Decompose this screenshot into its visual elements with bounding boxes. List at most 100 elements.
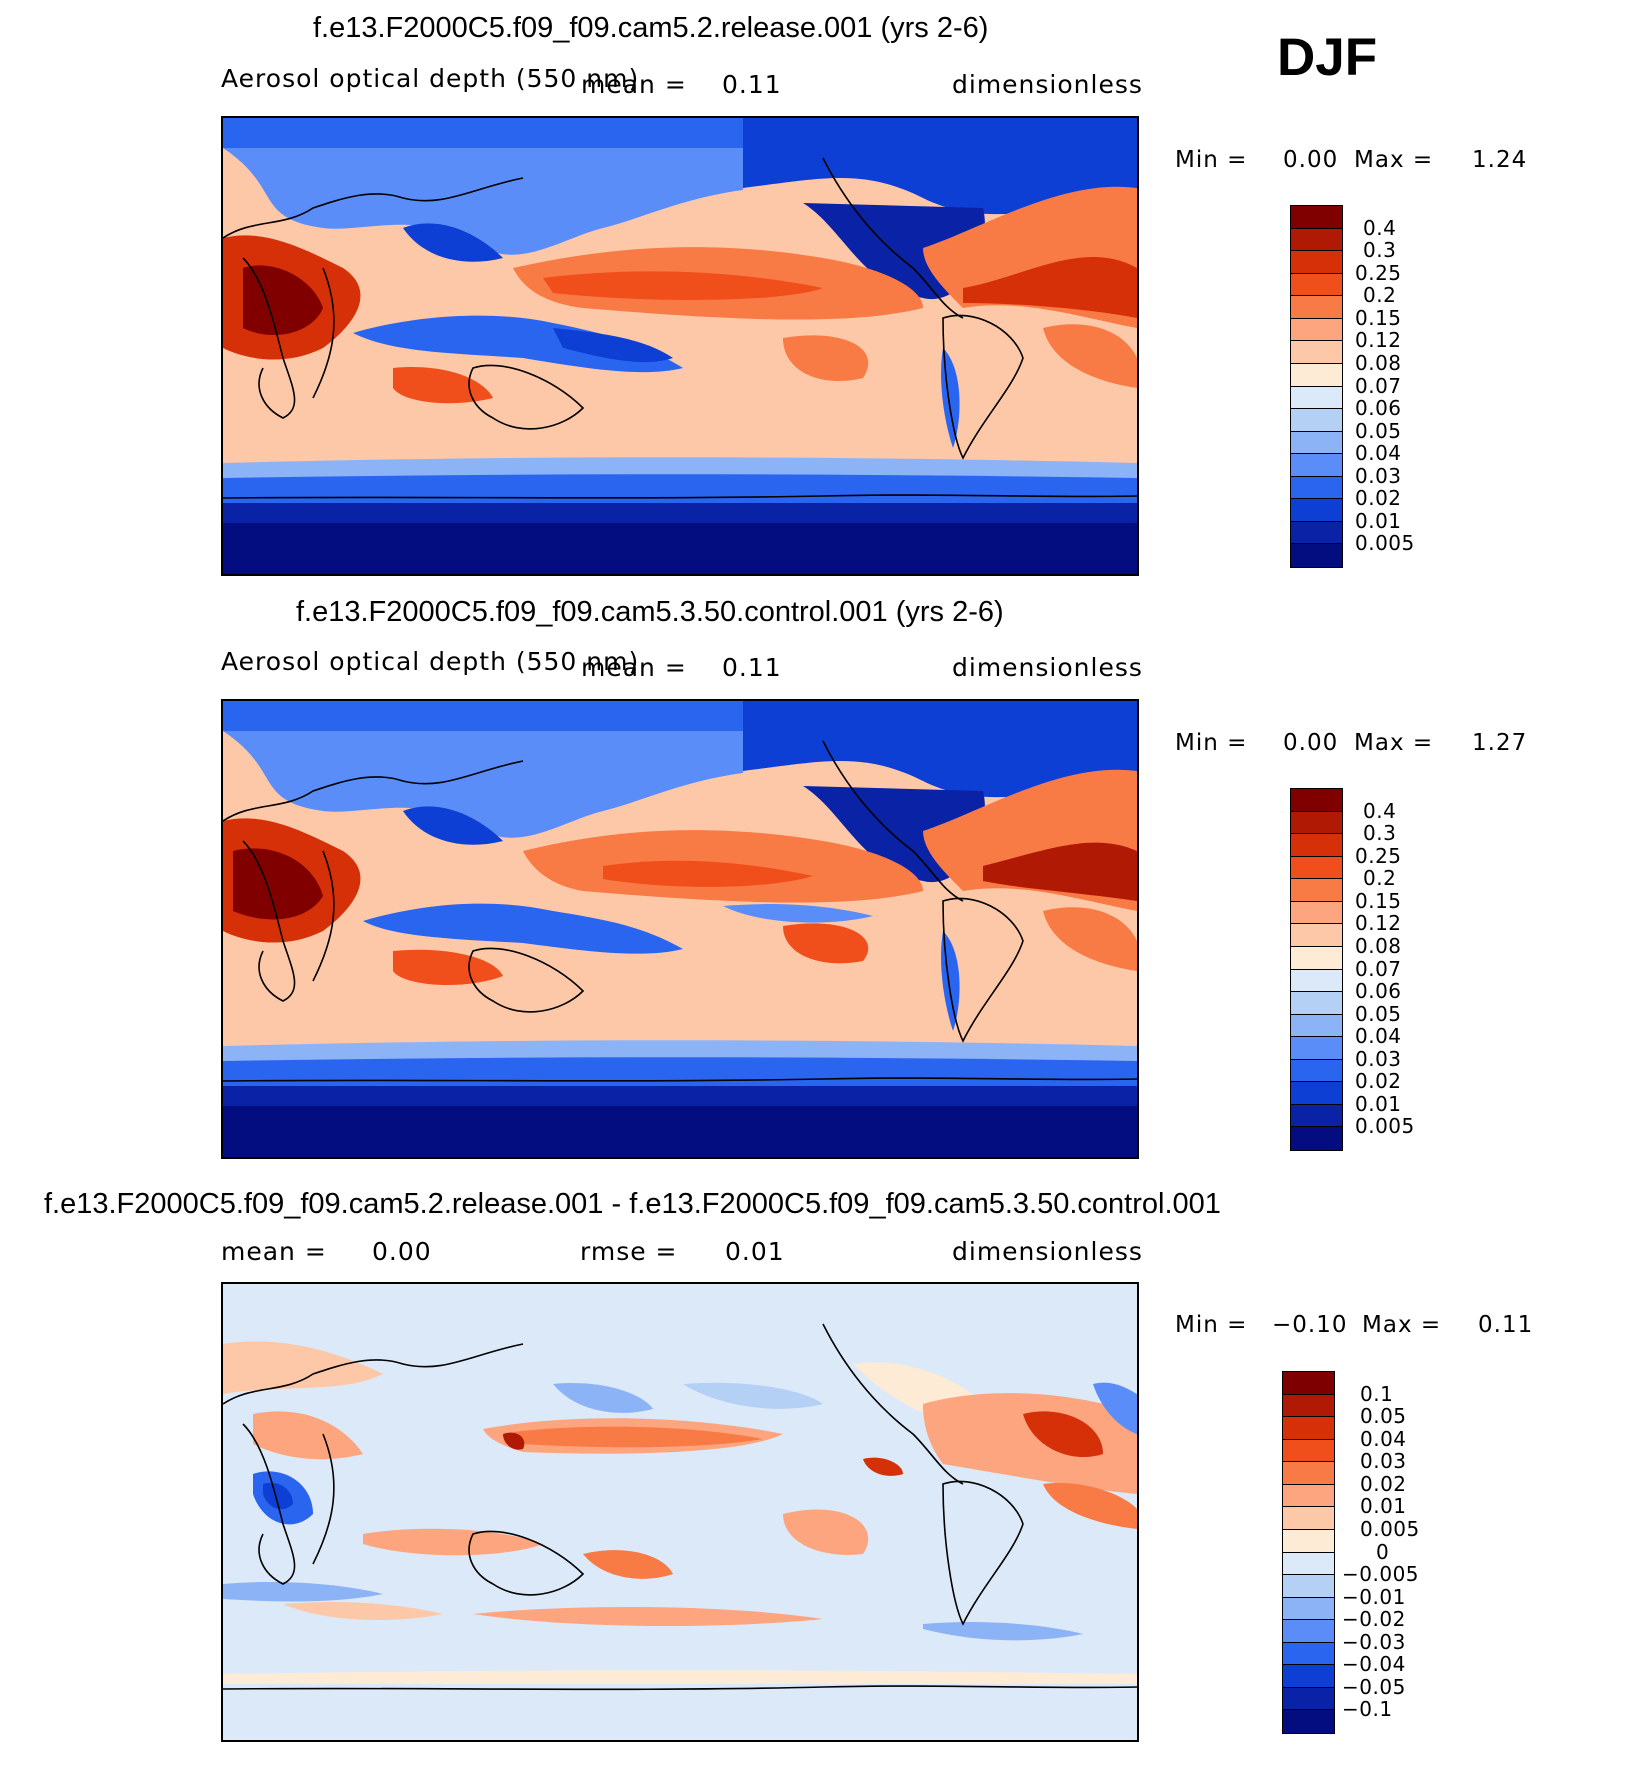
colorbar-swatch — [1291, 206, 1342, 229]
colorbar-tick-label: 0.3 — [1363, 238, 1397, 263]
colorbar-tick-label: 0.06 — [1355, 396, 1402, 421]
colorbar-swatch — [1291, 251, 1342, 274]
panel3-max-label: Max = — [1362, 1312, 1442, 1338]
colorbar-swatch — [1291, 856, 1342, 880]
colorbar-swatch — [1283, 1462, 1334, 1485]
panel1-mean-value: 0.11 — [722, 70, 782, 99]
colorbar-tick-label: 0.04 — [1355, 441, 1402, 466]
colorbar-swatch — [1291, 431, 1342, 455]
panel2-mean-value: 0.11 — [722, 653, 782, 682]
colorbar-tick-label: 0.25 — [1355, 260, 1402, 285]
colorbar-tick-label: 0.12 — [1355, 911, 1402, 936]
panel1-variable: Aerosol optical depth (550 nm) — [221, 64, 640, 93]
colorbar-swatch — [1291, 969, 1342, 993]
panel1-mean-label: mean = — [581, 70, 687, 99]
panel2-max-label: Max = — [1354, 730, 1434, 756]
colorbar-swatch — [1291, 363, 1342, 387]
colorbar-swatch — [1283, 1687, 1334, 1711]
colorbar-swatch — [1283, 1597, 1334, 1621]
colorbar-tick-label: 0.15 — [1355, 305, 1402, 330]
colorbar-swatch — [1291, 273, 1342, 297]
panel3-map-field — [223, 1284, 1137, 1740]
colorbar-swatch — [1291, 409, 1342, 432]
colorbar-tick-label: 0.01 — [1360, 1494, 1407, 1519]
panel2-units: dimensionless — [952, 653, 1143, 682]
panel2-min-value: 0.00 — [1283, 730, 1339, 756]
panel3-title: f.e13.F2000C5.f09_f09.cam5.2.release.001… — [44, 1188, 1221, 1220]
colorbar-swatch — [1291, 946, 1342, 970]
colorbar-swatch — [1291, 318, 1342, 342]
panel1-max-label: Max = — [1354, 147, 1434, 173]
colorbar-tick-label: 0.01 — [1355, 1091, 1402, 1116]
panel3-mean-label: mean = — [221, 1237, 327, 1266]
colorbar-swatch — [1283, 1665, 1334, 1688]
colorbar-tick-label: −0.03 — [1342, 1629, 1406, 1654]
panel2-colorbar-labels: 0.4 0.3 0.25 0.2 0.15 0.12 0.08 0.07 0.06 0.05 0.0… — [1355, 788, 1435, 1151]
colorbar-swatch — [1291, 296, 1342, 319]
colorbar-tick-label: 0.1 — [1360, 1381, 1394, 1406]
colorbar-swatch — [1291, 1082, 1342, 1105]
colorbar-swatch — [1283, 1620, 1334, 1643]
colorbar-swatch — [1291, 811, 1342, 835]
colorbar-tick-label: −0.1 — [1342, 1697, 1393, 1722]
panel1-map — [221, 116, 1139, 576]
colorbar-swatch — [1283, 1507, 1334, 1530]
panel1-colorbar-labels: 0.4 0.3 0.25 0.2 0.15 0.12 0.08 0.07 0.06 0.05 0.0… — [1355, 205, 1435, 568]
colorbar-tick-label: 0.04 — [1355, 1024, 1402, 1049]
colorbar-tick-label: 0.005 — [1360, 1516, 1420, 1541]
colorbar-tick-label: 0.4 — [1363, 798, 1397, 823]
colorbar-swatch — [1291, 521, 1342, 545]
panel3-map — [221, 1282, 1139, 1742]
colorbar-swatch — [1291, 1014, 1342, 1038]
colorbar-swatch — [1291, 341, 1342, 364]
colorbar-tick-label: 0 — [1376, 1539, 1390, 1564]
panel3-colorbar-labels: 0.1 0.05 0.04 0.03 0.02 0.01 0.005 0 −0.005 −0.01… — [1342, 1371, 1432, 1734]
colorbar-tick-label: 0.05 — [1360, 1404, 1407, 1429]
panel1-min-label: Min = — [1175, 147, 1248, 173]
panel2-min-label: Min = — [1175, 730, 1248, 756]
colorbar-swatch — [1283, 1529, 1334, 1553]
colorbar-swatch — [1291, 789, 1342, 812]
panel3-rmse-value: 0.01 — [725, 1237, 785, 1266]
colorbar-swatch — [1291, 476, 1342, 500]
colorbar-swatch — [1283, 1710, 1334, 1733]
colorbar-tick-label: 0.05 — [1355, 418, 1402, 443]
colorbar-swatch — [1291, 924, 1342, 947]
colorbar-swatch — [1291, 1037, 1342, 1060]
colorbar-swatch — [1283, 1439, 1334, 1463]
colorbar-tick-label: 0.2 — [1363, 866, 1397, 891]
colorbar-swatch — [1283, 1484, 1334, 1508]
colorbar-tick-label: −0.005 — [1342, 1562, 1420, 1587]
panel2-max-value: 1.27 — [1472, 730, 1528, 756]
colorbar-swatch — [1283, 1394, 1334, 1418]
colorbar-tick-label: 0.4 — [1363, 215, 1397, 240]
colorbar-tick-label: −0.04 — [1342, 1652, 1406, 1677]
colorbar-tick-label: 0.05 — [1355, 1001, 1402, 1026]
colorbar-swatch — [1291, 992, 1342, 1015]
colorbar-tick-label: 0.02 — [1355, 1069, 1402, 1094]
panel2-title: f.e13.F2000C5.f09_f09.cam5.3.50.control.… — [296, 596, 1004, 628]
panel3-units: dimensionless — [952, 1237, 1143, 1266]
panel1-colorbar — [1290, 205, 1343, 568]
colorbar-swatch — [1291, 1127, 1342, 1150]
colorbar-tick-label: 0.08 — [1355, 933, 1402, 958]
colorbar-tick-label: 0.15 — [1355, 888, 1402, 913]
panel1-min-value: 0.00 — [1283, 147, 1339, 173]
colorbar-swatch — [1291, 228, 1342, 252]
colorbar-tick-label: 0.3 — [1363, 821, 1397, 846]
colorbar-swatch — [1291, 1104, 1342, 1128]
colorbar-swatch — [1291, 454, 1342, 477]
colorbar-tick-label: 0.06 — [1355, 979, 1402, 1004]
colorbar-swatch — [1283, 1575, 1334, 1598]
colorbar-tick-label: 0.08 — [1355, 350, 1402, 375]
panel3-mean-value: 0.00 — [372, 1237, 432, 1266]
colorbar-swatch — [1291, 499, 1342, 522]
panel1-map-field — [223, 118, 1137, 574]
colorbar-tick-label: 0.01 — [1355, 508, 1402, 533]
panel1-max-value: 1.24 — [1472, 147, 1528, 173]
colorbar-swatch — [1291, 1059, 1342, 1083]
colorbar-swatch — [1283, 1552, 1334, 1576]
colorbar-tick-label: 0.02 — [1355, 486, 1402, 511]
colorbar-tick-label: 0.03 — [1355, 463, 1402, 488]
panel3-colorbar — [1282, 1371, 1335, 1734]
